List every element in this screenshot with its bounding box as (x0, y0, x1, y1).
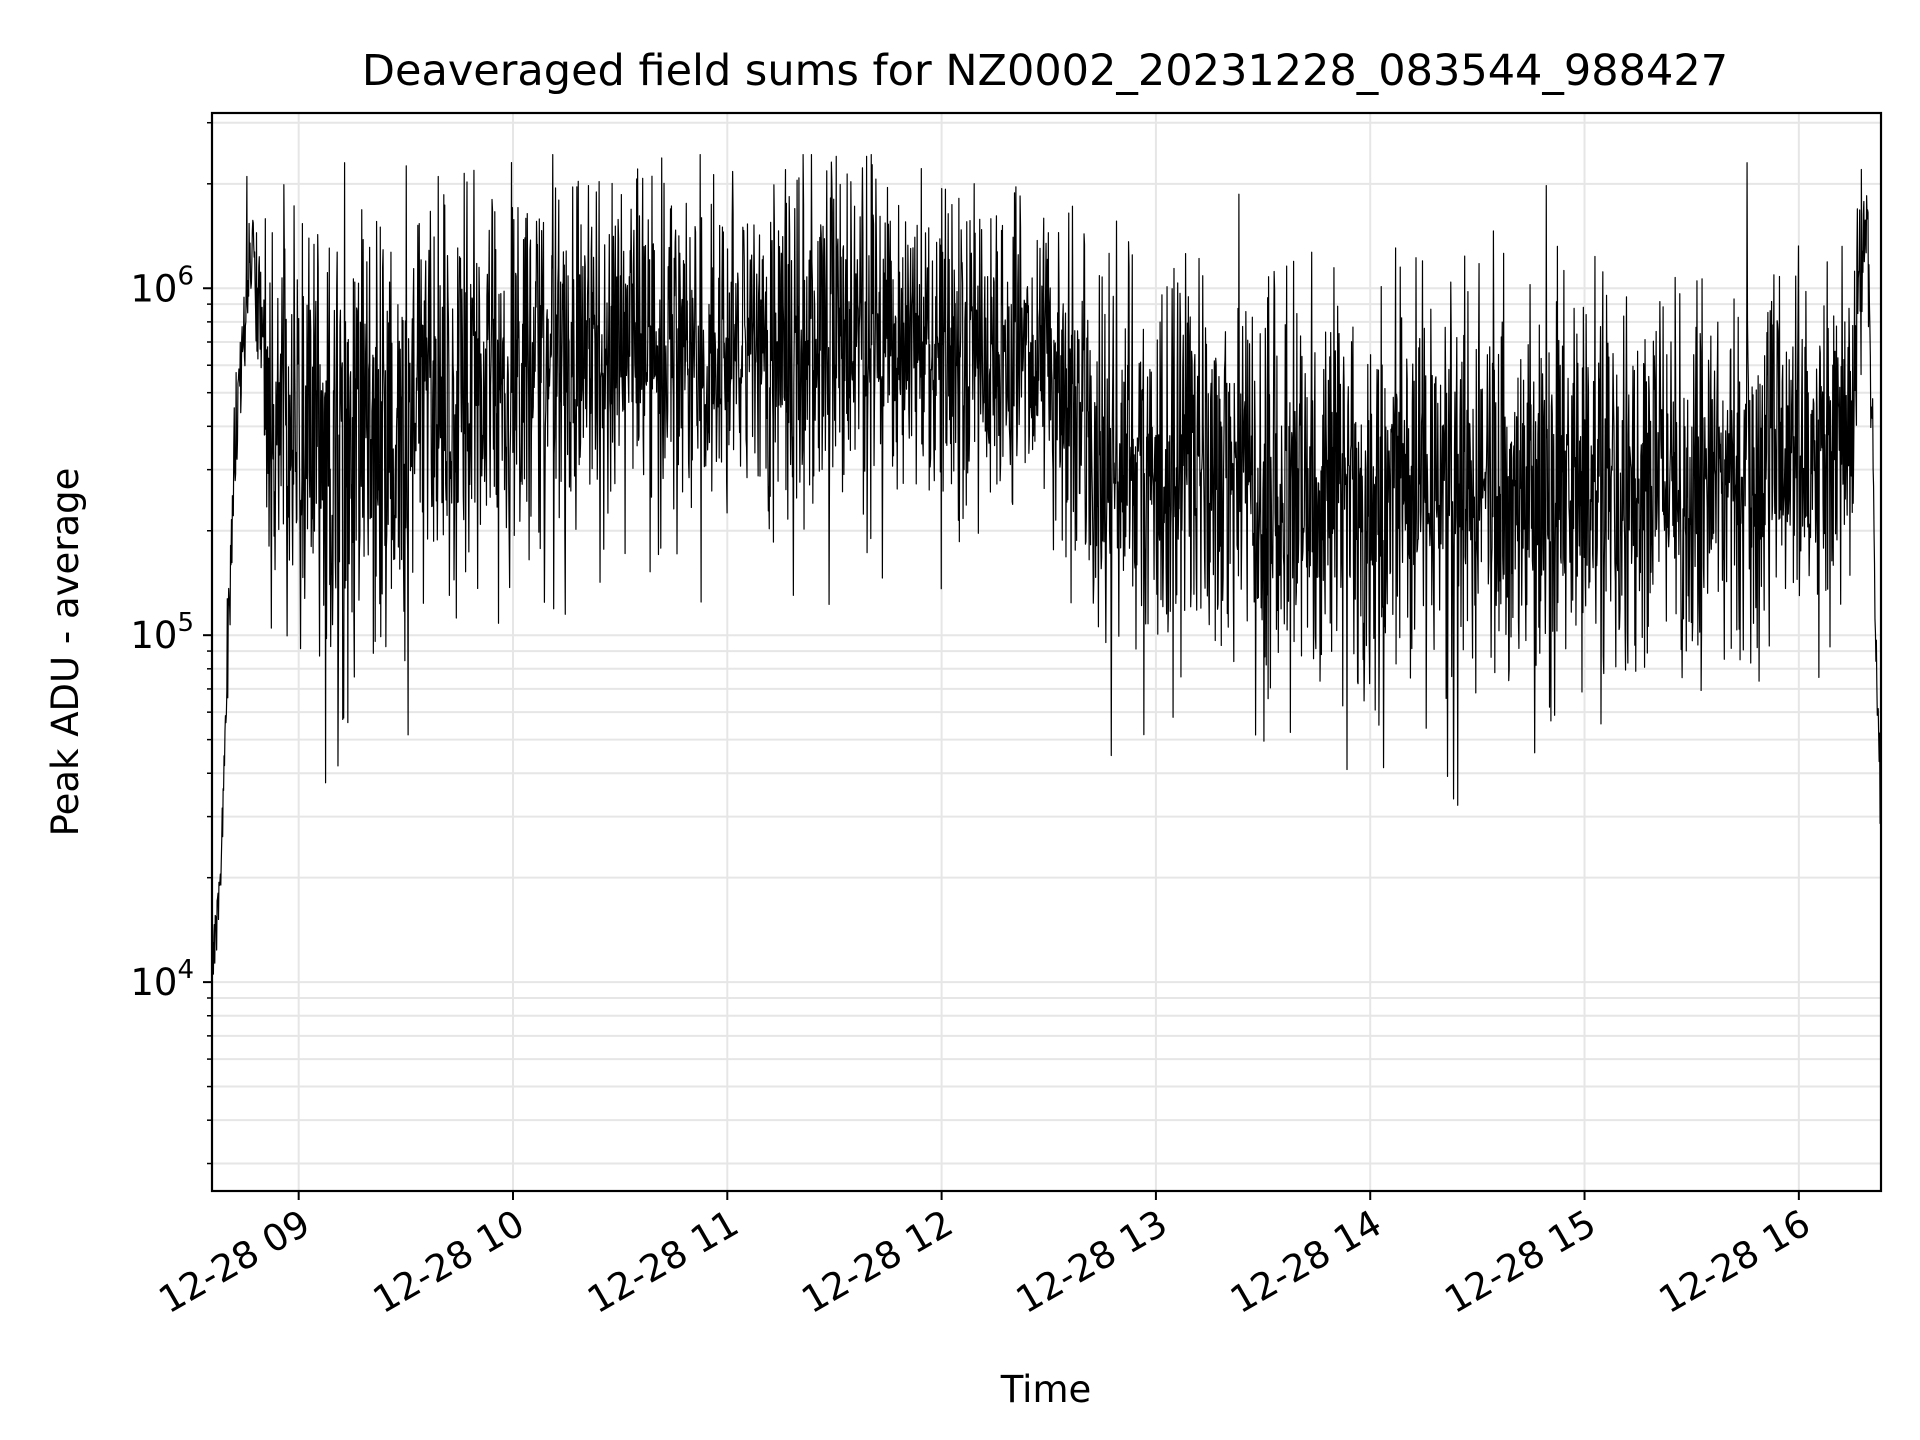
chart-title: Deaveraged field sums for NZ0002_2023122… (362, 46, 1728, 96)
y-tick-label: 106 (130, 261, 194, 310)
y-tick-base: 10 (130, 614, 177, 657)
y-tick-exponent: 6 (177, 261, 194, 291)
y-tick-exponent: 5 (177, 608, 194, 638)
y-axis-label: Peak ADU - average (44, 468, 87, 837)
y-tick-label: 105 (130, 608, 194, 657)
y-tick-base: 10 (130, 267, 177, 310)
series-layer (211, 154, 1882, 975)
series-line (211, 154, 1882, 975)
y-tick-label: 104 (130, 955, 194, 1004)
plot-frame (210, 111, 1883, 1193)
y-tick-base: 10 (130, 961, 177, 1004)
x-axis-label: Time (1000, 1368, 1092, 1411)
y-tick-exponent: 4 (177, 955, 194, 985)
